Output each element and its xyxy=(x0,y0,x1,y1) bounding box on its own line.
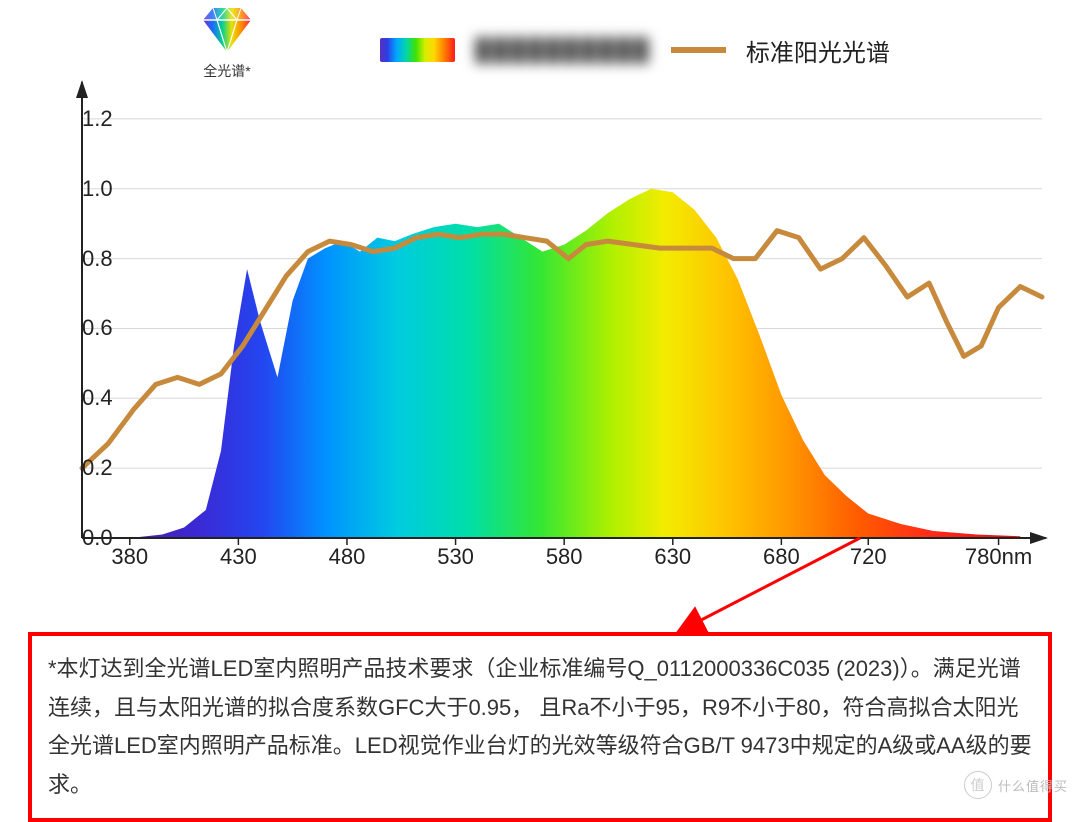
footnote-box: *本灯达到全光谱LED室内照明产品技术要求（企业标准编号Q_0112000336… xyxy=(28,632,1052,822)
watermark-icon: 值 xyxy=(964,771,992,799)
x-tick: 430 xyxy=(220,544,257,570)
x-tick: 720 xyxy=(850,544,887,570)
legend: ██████████ 标准阳光光谱 xyxy=(380,28,1050,72)
x-tick: 680 xyxy=(763,544,800,570)
chart-area: 0.00.20.40.60.81.01.23804304805305806306… xyxy=(28,78,1052,578)
x-tick: 530 xyxy=(437,544,474,570)
figure-root: 全光谱* ██████████ 标准阳光光谱 0.00.20.40.60.81.… xyxy=(0,0,1080,805)
footnote-text: *本灯达到全光谱LED室内照明产品技术要求（企业标准编号Q_0112000336… xyxy=(48,656,1032,797)
legend-swatch-spectrum xyxy=(380,38,455,62)
legend-swatch-line xyxy=(671,47,726,53)
legend-label-blurred: ██████████ xyxy=(475,37,651,63)
full-spectrum-logo: 全光谱* xyxy=(182,6,272,81)
spectrum-chart xyxy=(28,78,1052,584)
x-tick: 630 xyxy=(654,544,691,570)
legend-label-sunlight: 标准阳光光谱 xyxy=(746,33,890,68)
x-tick: 580 xyxy=(546,544,583,570)
x-tick: 480 xyxy=(329,544,366,570)
x-tick: 780nm xyxy=(965,544,1032,570)
watermark: 值 什么值得买 xyxy=(964,771,1068,799)
watermark-text: 什么值得买 xyxy=(998,776,1068,795)
diamond-icon xyxy=(195,6,259,54)
x-tick: 380 xyxy=(111,544,148,570)
